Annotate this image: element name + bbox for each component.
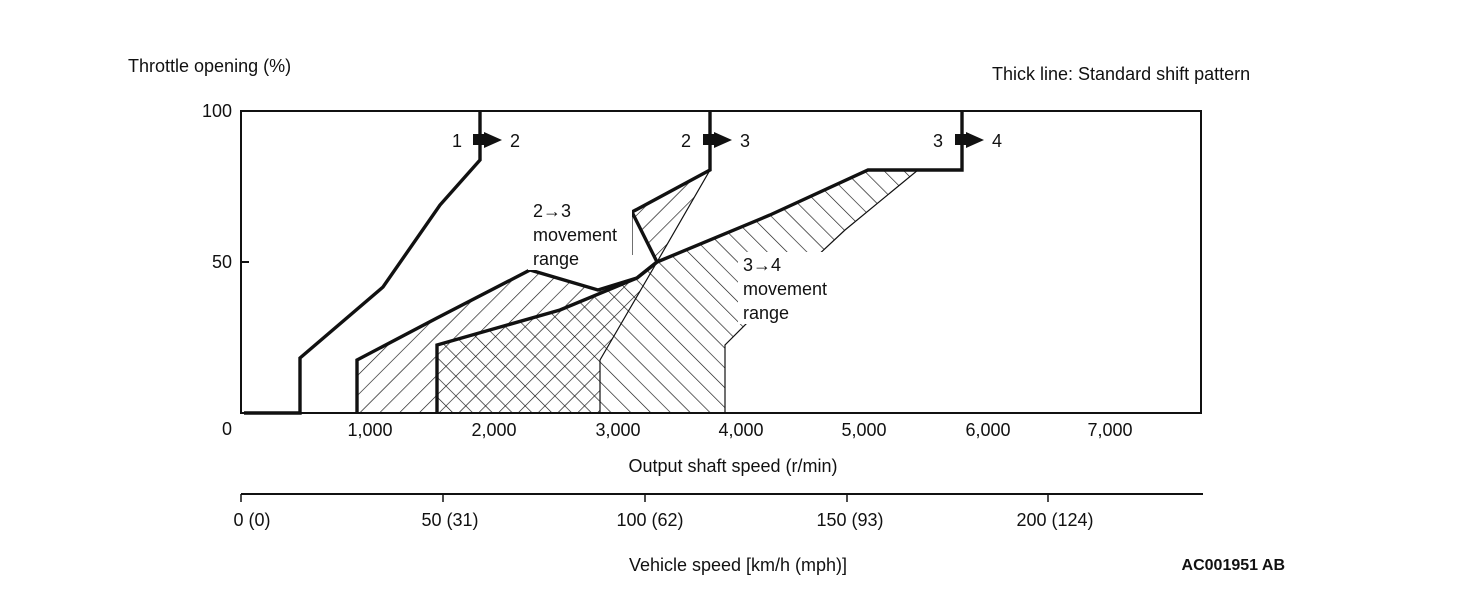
y-tick-label-100: 100	[202, 101, 232, 121]
shift-marker-1-2: 1 2	[452, 131, 520, 151]
vehicle-tick-label: 150 (93)	[816, 510, 883, 530]
arrow-right-icon	[484, 132, 502, 148]
range-23-line-1: 2→3	[533, 201, 571, 221]
x-tick-label: 1,000	[347, 420, 392, 440]
range-34-line-2: movement	[743, 279, 827, 299]
arrow-right-icon	[966, 132, 984, 148]
vehicle-axis-title: Vehicle speed [km/h (mph)]	[629, 555, 847, 575]
shift-from-label: 3	[933, 131, 943, 151]
arrow-right-icon	[714, 132, 732, 148]
range-23-line-2: movement	[533, 225, 617, 245]
legend-note: Thick line: Standard shift pattern	[992, 64, 1250, 84]
x-tick-label: 5,000	[841, 420, 886, 440]
x-tick-label: 3,000	[595, 420, 640, 440]
x-tick-label: 4,000	[718, 420, 763, 440]
shift-marker-2-3: 2 3	[681, 131, 750, 151]
range-34-label: 3→4 movement range	[738, 252, 844, 324]
shift-to-label: 3	[740, 131, 750, 151]
shift-from-label: 2	[681, 131, 691, 151]
y-tick-label-50: 50	[212, 252, 232, 272]
shift-from-label: 1	[452, 131, 462, 151]
vehicle-tick-label: 50 (31)	[421, 510, 478, 530]
range-34-line-1: 3→4	[743, 255, 781, 275]
x-tick-label: 7,000	[1087, 420, 1132, 440]
x-axis-title: Output shaft speed (r/min)	[628, 456, 837, 476]
shift-to-label: 4	[992, 131, 1002, 151]
shift-to-label: 2	[510, 131, 520, 151]
shift-line-1-2	[244, 111, 482, 415]
vehicle-tick-label: 100 (62)	[616, 510, 683, 530]
range-23-label: 2→3 movement range	[528, 198, 632, 270]
figure-code: AC001951 AB	[1182, 557, 1285, 574]
vehicle-tick-label: 0 (0)	[233, 510, 270, 530]
shift-line-2-3	[355, 111, 712, 413]
y-axis-title: Throttle opening (%)	[128, 56, 291, 76]
vehicle-tick-label: 200 (124)	[1016, 510, 1093, 530]
shift-square-icon	[473, 134, 484, 145]
x-tick-label: 2,000	[471, 420, 516, 440]
x-tick-label: 6,000	[965, 420, 1010, 440]
shift-line-3-4	[435, 111, 964, 413]
shift-square-icon	[955, 134, 966, 145]
y-tick-label-0: 0	[222, 419, 232, 439]
shift-square-icon	[703, 134, 714, 145]
range-23-line-3: range	[533, 249, 579, 269]
range-34-line-3: range	[743, 303, 789, 323]
shift-marker-3-4: 3 4	[933, 131, 1002, 151]
